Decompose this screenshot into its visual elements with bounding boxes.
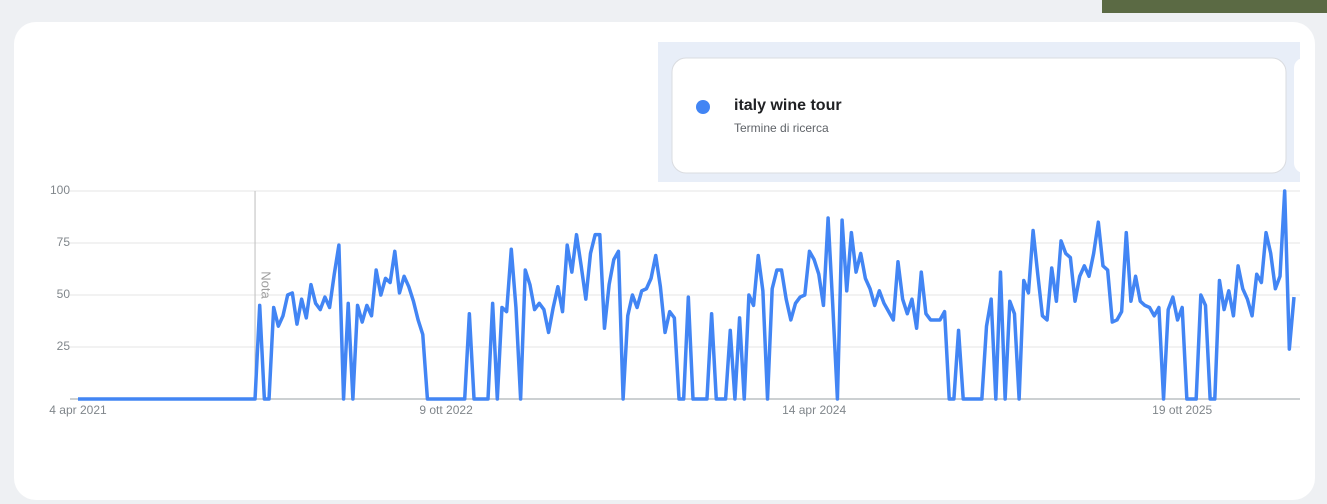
x-tick-label: 9 ott 2022	[419, 403, 473, 417]
legend-dot	[696, 100, 710, 114]
trend-line	[78, 189, 1296, 401]
annotation-label: Nota	[259, 271, 274, 299]
y-tick-label: 25	[57, 339, 71, 353]
y-tick-label: 75	[57, 235, 71, 249]
legend-label: italy wine tour	[734, 97, 842, 114]
y-tick-label: 100	[50, 183, 70, 197]
legend-subtitle: Termine di ricerca	[734, 121, 829, 135]
y-tick-label: 50	[57, 287, 71, 301]
x-tick-label: 14 apr 2024	[782, 403, 846, 417]
legend-card-next	[1294, 58, 1314, 173]
x-tick-label: 4 apr 2021	[49, 403, 107, 417]
x-tick-label: 19 ott 2025	[1152, 403, 1212, 417]
thumbnail-image	[1102, 0, 1327, 13]
legend-card	[671, 57, 1287, 174]
